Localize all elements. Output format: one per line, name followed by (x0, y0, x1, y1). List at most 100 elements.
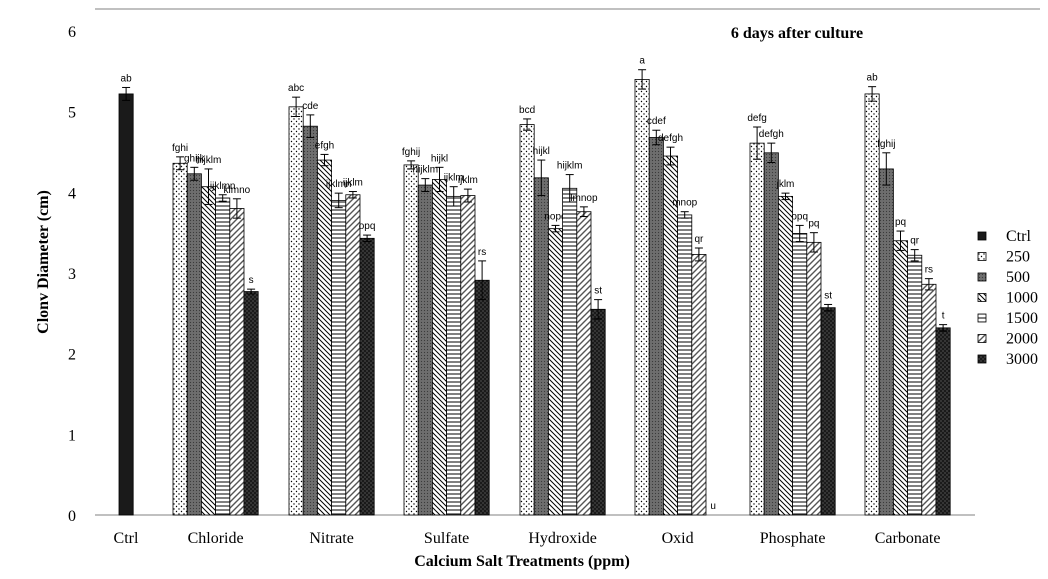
bar-chloride-250 (172, 162, 188, 516)
significance-label: klmno (224, 185, 251, 196)
bar-hydroxide-3000 (590, 308, 606, 516)
significance-label: jklm (776, 179, 795, 190)
significance-label: qr (694, 234, 704, 245)
significance-label: fghi (172, 143, 188, 154)
bar-carbonate-250 (864, 93, 880, 516)
significance-label: rs (925, 265, 933, 276)
significance-label: ab (867, 73, 879, 84)
significance-label: st (824, 290, 832, 301)
y-tick-label: 2 (68, 347, 76, 364)
x-tick-label: Sulfate (424, 530, 469, 547)
significance-label: ghijk (184, 153, 206, 164)
significance-label: ijklm (458, 175, 478, 186)
legend-swatch (977, 293, 987, 302)
bar-hydroxide-250 (519, 124, 535, 516)
y-tick-label: 6 (68, 24, 76, 41)
significance-label: t (942, 311, 945, 322)
significance-label: efgh (315, 140, 334, 151)
bar-chloride-500 (186, 173, 202, 516)
bar-phosphate-250 (749, 142, 765, 516)
bar-phosphate-3000 (820, 307, 836, 516)
legend-label: 2000 (1006, 331, 1038, 348)
significance-label: hijklm (413, 165, 439, 176)
significance-label: mnop (672, 198, 697, 209)
bar-nitrate-1500 (331, 199, 347, 516)
bar-nitrate-2000 (345, 194, 361, 516)
significance-label: defgh (658, 133, 683, 144)
legend-swatch (977, 231, 987, 241)
bar-carbonate-3000 (935, 327, 951, 516)
chart-title: 6 days after culture (731, 25, 863, 42)
significance-label: cdef (647, 116, 666, 127)
significance-label: abc (288, 83, 304, 94)
legend-label: Ctrl (1006, 228, 1031, 245)
bar-oxid-2000 (691, 254, 707, 516)
bar-sulfate-2000 (460, 195, 476, 516)
bar-sulfate-1000 (431, 179, 447, 516)
x-tick-label: Nitrate (309, 530, 353, 547)
legend-label: 250 (1006, 249, 1030, 266)
significance-label: ijklm (343, 178, 363, 189)
significance-label: cde (302, 101, 319, 112)
bar-chloride-3000 (243, 291, 259, 516)
bar-chloride-2000 (229, 208, 245, 516)
bar-phosphate-500 (763, 152, 779, 516)
legend-label: 3000 (1006, 351, 1038, 368)
significance-label: defgh (759, 129, 784, 140)
significance-label: hijkl (431, 153, 448, 164)
legend-swatch (977, 354, 987, 364)
legend: Ctrl 250 500 1000 1500 2000 3000 (977, 228, 1038, 368)
significance-label: opq (791, 211, 808, 222)
bar-oxid-250 (634, 79, 650, 516)
significance-label: u (710, 501, 716, 512)
legend-swatch (977, 334, 987, 343)
y-tick-label: 4 (68, 185, 76, 202)
significance-label: ab (121, 73, 133, 84)
legend-swatch (977, 272, 987, 282)
bar-sulfate-3000 (474, 279, 490, 516)
bar-phosphate-1500 (792, 233, 808, 516)
x-axis-categories: Ctrl Chloride Nitrate Sulfate Hydroxide Oxid P… (114, 530, 941, 547)
x-tick-label: Carbonate (875, 530, 941, 547)
bar-oxid-1500 (677, 214, 693, 516)
bar-hydroxide-1500 (562, 187, 578, 516)
bar-sulfate-500 (417, 184, 433, 516)
significance-label: ijklm (444, 173, 464, 184)
significance-label: pq (895, 217, 906, 228)
bar-chloride-1000 (200, 186, 216, 516)
bar-sulfate-250 (403, 164, 419, 516)
bar-hydroxide-1000 (548, 228, 564, 516)
significance-label: pq (808, 219, 819, 230)
x-tick-label: Phosphate (760, 530, 826, 547)
significance-label: fghij (402, 147, 420, 158)
bar-oxid-1000 (663, 155, 679, 516)
bar-ctrl-ctrl (118, 93, 134, 516)
legend-swatch (977, 313, 987, 323)
bar-phosphate-1000 (778, 195, 794, 516)
significance-label: hijkl (533, 146, 550, 157)
x-tick-label: Chloride (188, 530, 244, 547)
significance-label: ijklmn (326, 179, 352, 190)
bar-nitrate-500 (302, 125, 318, 516)
bar-sulfate-1500 (446, 195, 462, 516)
bar-carbonate-1000 (893, 240, 909, 516)
y-tick-label: 0 (68, 508, 76, 525)
significance-label: opq (359, 221, 376, 232)
bar-nitrate-250 (288, 106, 304, 516)
y-axis-title: Clonv Diameter (cm) (35, 190, 52, 334)
bar-hydroxide-2000 (576, 211, 592, 516)
significance-label: fghij (877, 139, 895, 150)
legend-label: 500 (1006, 269, 1030, 286)
legend-label: 1500 (1006, 310, 1038, 327)
bar-hydroxide-500 (533, 177, 549, 516)
significance-label: s (249, 275, 254, 286)
significance-label: lmnop (570, 193, 598, 204)
bar-phosphate-2000 (806, 241, 822, 516)
legend-swatch (977, 252, 987, 261)
significance-label: hijklm (196, 155, 222, 166)
x-tick-label: Oxid (662, 530, 694, 547)
bar-nitrate-1000 (316, 159, 332, 516)
bars-layer: abfghighijkhijklmijklmnklmnosabccdeefghi… (118, 56, 951, 516)
